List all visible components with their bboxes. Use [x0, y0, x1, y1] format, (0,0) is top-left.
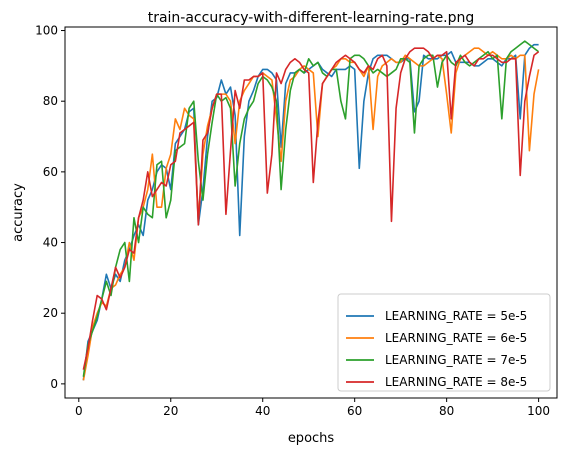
x-tick-label: 0	[75, 404, 83, 418]
series-line-3	[82, 40, 540, 377]
x-tick-label: 20	[163, 404, 178, 418]
x-axis: 0 20 40 60 80 100	[75, 398, 550, 418]
legend-box	[337, 293, 551, 392]
series-line-4	[82, 47, 540, 370]
x-axis-label: epochs	[288, 431, 335, 446]
legend-label-1: LEARNING_RATE = 5e-5	[385, 309, 527, 323]
plot-frame	[64, 26, 558, 399]
x-tick-label: 100	[527, 404, 550, 418]
y-tick-label: 80	[43, 94, 58, 108]
y-tick-label: 60	[43, 165, 58, 179]
chart-title: train-accuracy-with-different-learning-r…	[148, 10, 475, 26]
legend-label-2: LEARNING_RATE = 6e-5	[385, 331, 527, 345]
series-line-1	[82, 43, 539, 381]
legend-label-4: LEARNING_RATE = 8e-5	[385, 375, 527, 389]
y-tick-label: 40	[43, 236, 58, 250]
y-tick-label: 20	[43, 306, 58, 320]
legend: LEARNING_RATE = 5e-5 LEARNING_RATE = 6e-5…	[337, 293, 551, 392]
plot-area	[82, 40, 540, 381]
y-axis: 0 20 40 60 80 100	[35, 24, 65, 391]
x-tick-label: 60	[347, 404, 362, 418]
y-axis-label: accuracy	[11, 183, 26, 242]
legend-label-3: LEARNING_RATE = 7e-5	[385, 353, 527, 367]
x-tick-label: 40	[255, 404, 270, 418]
y-tick-label: 100	[35, 24, 58, 38]
x-tick-label: 80	[439, 404, 454, 418]
y-tick-label: 0	[50, 377, 58, 391]
